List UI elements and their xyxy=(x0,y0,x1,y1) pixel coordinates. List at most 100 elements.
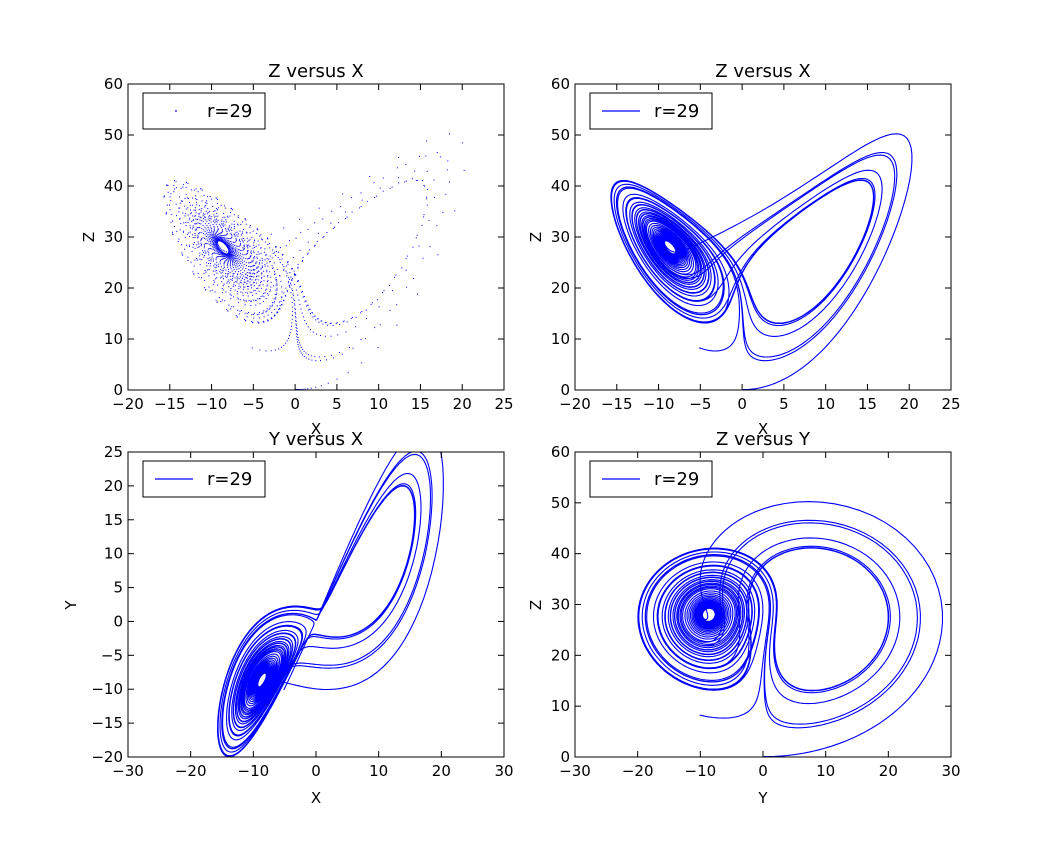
data-point xyxy=(216,230,218,232)
data-point xyxy=(233,214,235,216)
data-point xyxy=(245,258,247,260)
data-point xyxy=(256,254,258,255)
data-point xyxy=(200,240,202,242)
data-point xyxy=(254,247,256,248)
data-point xyxy=(279,305,281,306)
data-point xyxy=(272,304,273,306)
data-point xyxy=(214,235,216,237)
data-point xyxy=(277,312,279,313)
data-point xyxy=(223,240,225,242)
data-point xyxy=(236,231,238,233)
data-point xyxy=(216,240,218,242)
data-point xyxy=(229,263,231,265)
data-point xyxy=(242,238,244,239)
data-point xyxy=(231,248,233,250)
data-point xyxy=(273,262,275,264)
data-point xyxy=(225,229,227,231)
data-point xyxy=(234,235,236,237)
data-point xyxy=(252,321,254,323)
data-point xyxy=(332,324,334,326)
data-point xyxy=(437,254,439,256)
data-point xyxy=(197,241,199,243)
data-point xyxy=(264,248,266,250)
data-point xyxy=(251,269,252,271)
data-point xyxy=(246,232,248,234)
data-point xyxy=(232,286,234,287)
data-point xyxy=(178,207,180,209)
data-point xyxy=(187,256,189,258)
data-point xyxy=(246,313,248,315)
data-point xyxy=(212,252,214,254)
data-point xyxy=(233,234,235,236)
data-point xyxy=(416,234,418,236)
data-point xyxy=(233,226,235,228)
data-point xyxy=(204,205,206,207)
data-point xyxy=(230,298,232,300)
data-point xyxy=(224,240,226,242)
data-point xyxy=(216,253,218,255)
data-point xyxy=(225,237,227,239)
data-point xyxy=(195,195,196,197)
data-point xyxy=(201,259,203,261)
data-point xyxy=(210,226,212,228)
data-point xyxy=(198,227,200,229)
data-point xyxy=(307,354,309,356)
data-point xyxy=(171,214,173,216)
data-point xyxy=(252,230,254,232)
data-point xyxy=(223,256,225,258)
data-point xyxy=(302,316,304,318)
data-point xyxy=(265,311,267,313)
data-point xyxy=(411,178,413,180)
data-point xyxy=(256,282,258,284)
data-point xyxy=(222,237,224,238)
data-point xyxy=(326,232,328,233)
data-point xyxy=(269,247,271,249)
data-point xyxy=(186,244,188,246)
data-point xyxy=(382,177,384,179)
data-point xyxy=(235,261,236,263)
data-point xyxy=(244,286,246,288)
data-point xyxy=(165,211,167,213)
data-point xyxy=(204,245,205,247)
data-point xyxy=(212,236,214,238)
data-point xyxy=(208,254,210,256)
data-point xyxy=(365,338,367,340)
data-point xyxy=(204,231,206,232)
data-point xyxy=(197,247,199,248)
y-tick-label: 5 xyxy=(113,579,123,597)
data-point xyxy=(216,247,218,249)
data-point xyxy=(247,292,249,294)
data-point xyxy=(217,239,219,241)
data-point xyxy=(223,283,225,285)
legend: r=29 xyxy=(589,92,713,130)
data-point xyxy=(208,241,210,243)
data-point xyxy=(221,219,223,221)
data-point xyxy=(291,267,293,269)
legend-marker xyxy=(175,110,177,112)
data-point xyxy=(226,251,228,253)
data-point xyxy=(234,244,236,246)
data-point xyxy=(242,277,243,279)
data-point xyxy=(243,246,245,248)
data-point xyxy=(333,357,335,359)
data-point xyxy=(369,176,371,177)
data-point xyxy=(219,238,221,240)
data-point xyxy=(277,257,279,258)
data-point xyxy=(213,229,215,231)
data-point xyxy=(303,350,305,352)
data-point xyxy=(232,273,234,275)
data-point xyxy=(418,245,420,247)
data-point xyxy=(218,256,220,258)
data-point xyxy=(244,312,246,314)
data-point xyxy=(232,262,233,264)
data-point xyxy=(255,262,257,264)
data-point xyxy=(232,251,234,253)
data-point xyxy=(251,276,253,278)
data-point xyxy=(251,261,253,263)
data-point xyxy=(279,247,281,249)
data-point xyxy=(247,251,249,253)
data-point xyxy=(193,265,195,267)
data-point xyxy=(405,164,407,166)
data-point xyxy=(204,255,205,256)
